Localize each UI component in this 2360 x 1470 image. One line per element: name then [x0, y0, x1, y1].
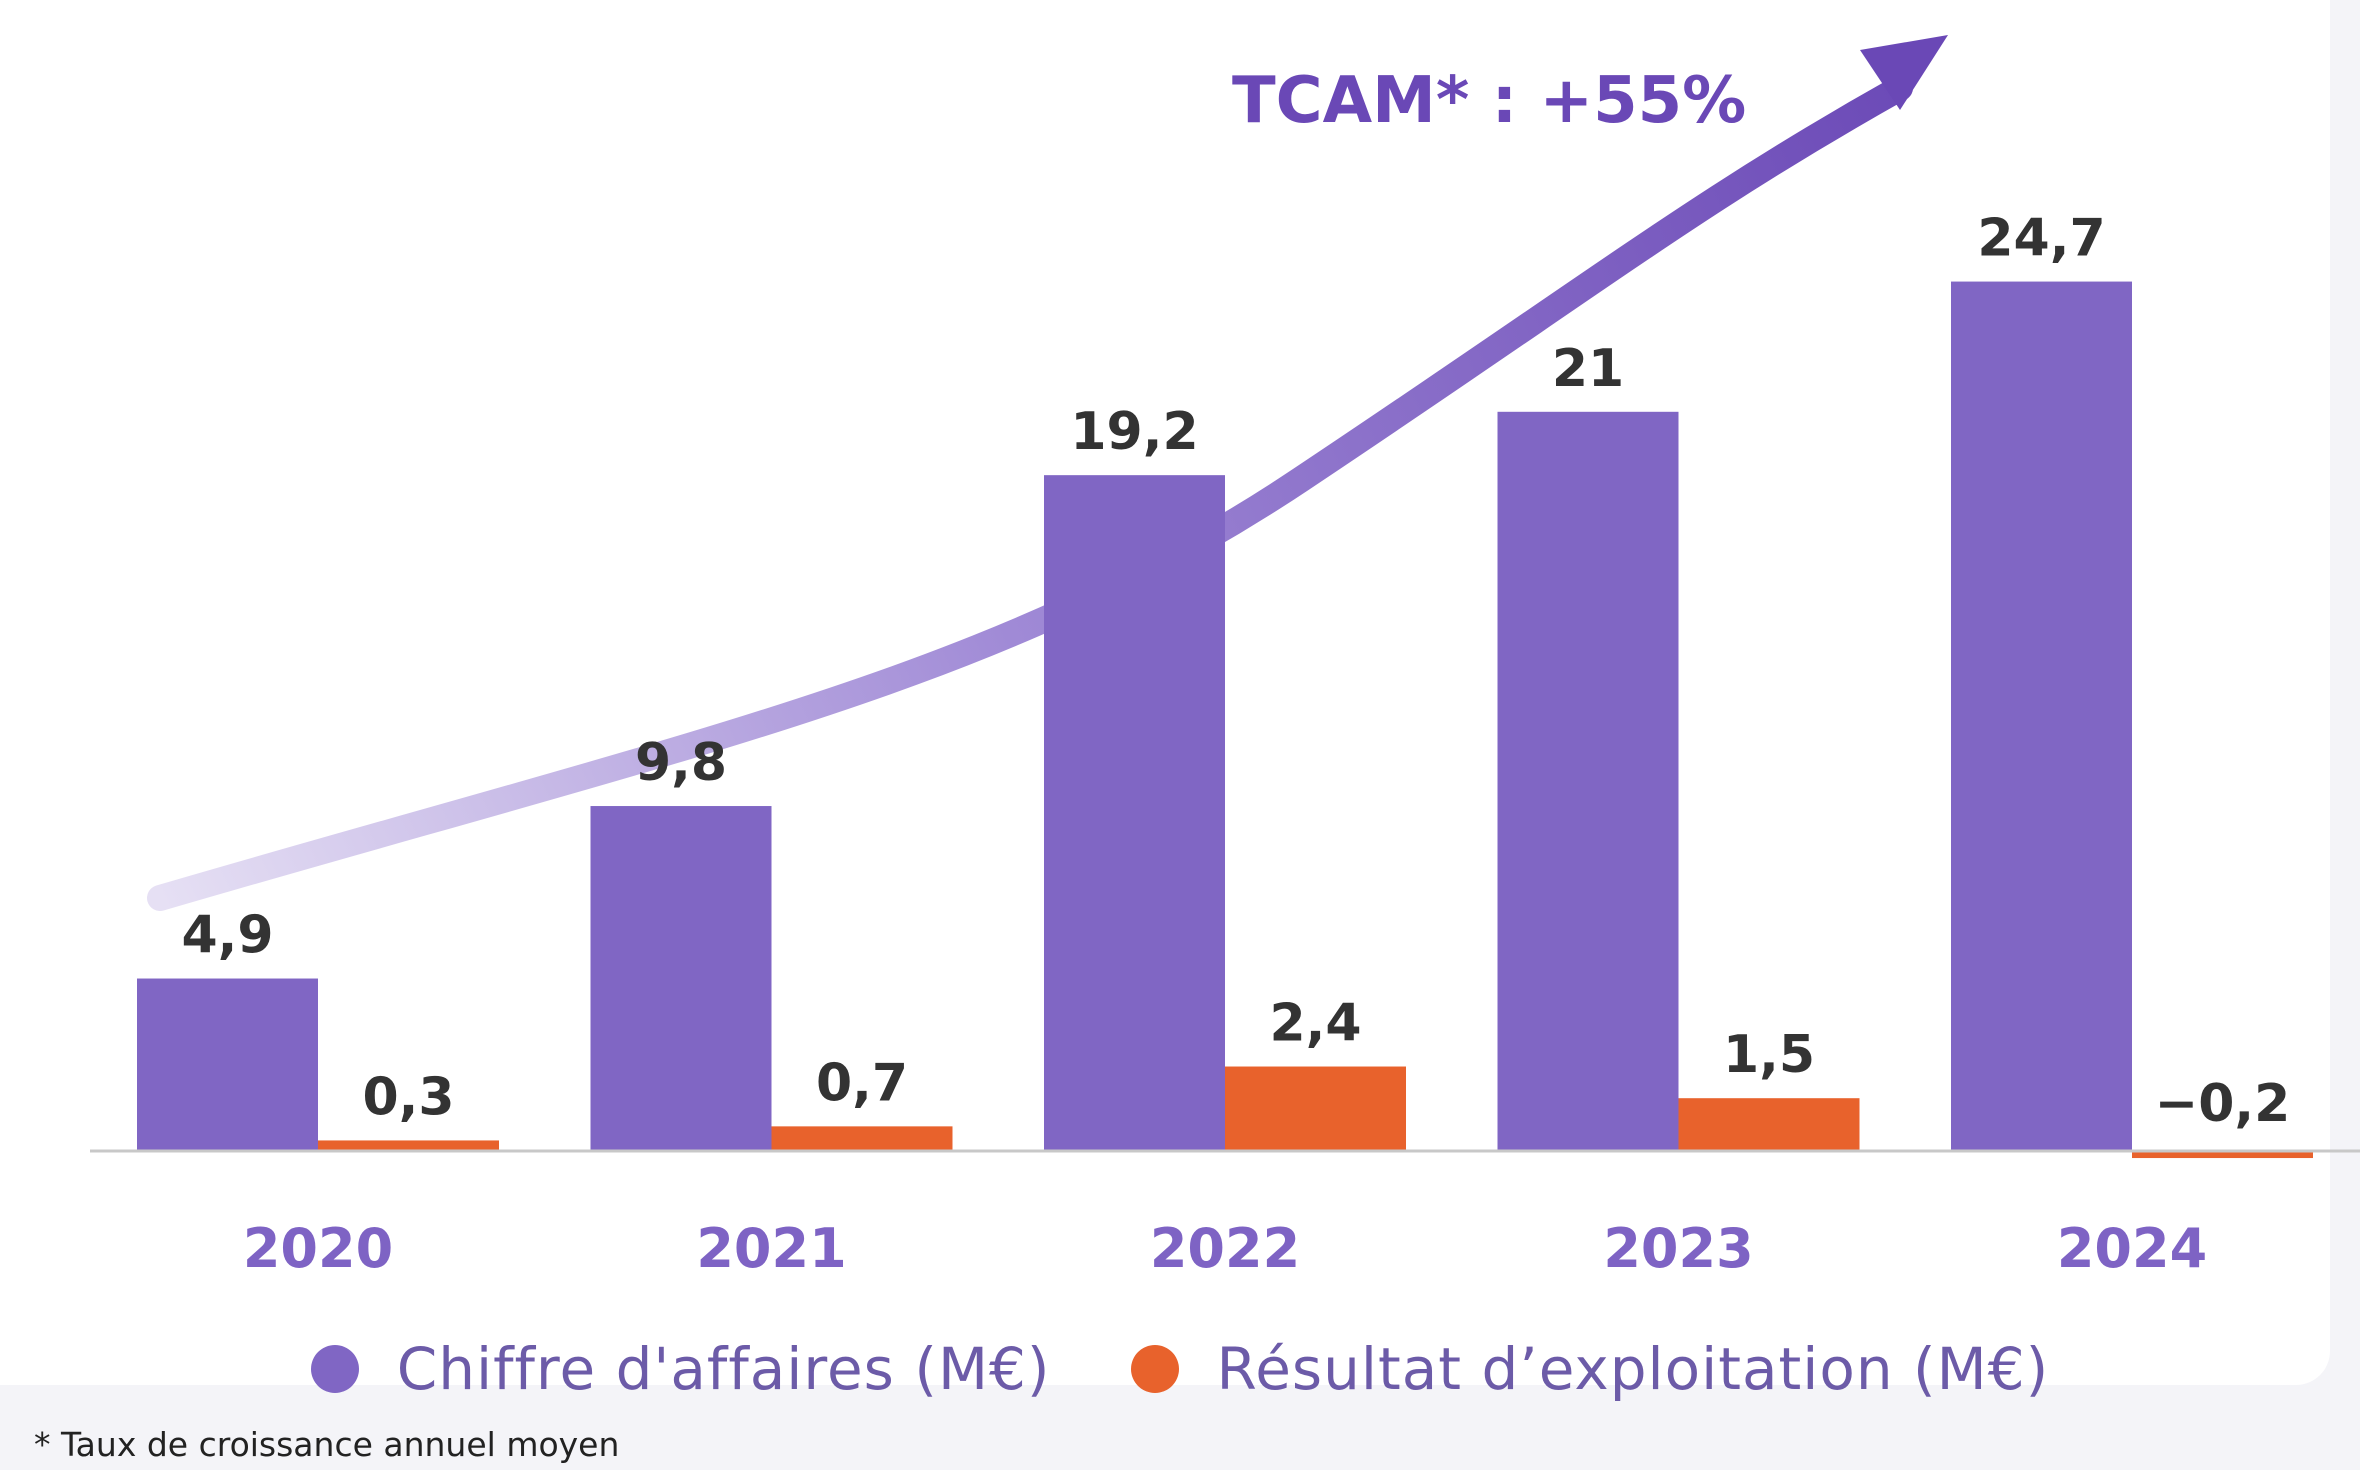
bar-revenue-2022	[1044, 475, 1225, 1151]
value-label-operating-result-2024: −0,2	[2155, 1074, 2291, 1134]
legend-label-operating-result: Résultat d’exploitation (M€)	[1216, 1335, 2050, 1403]
value-label-operating-result-2020: 0,3	[362, 1067, 454, 1127]
bar-operating-result-2024	[2132, 1151, 2313, 1159]
bar-revenue-2024	[1951, 281, 2132, 1151]
bar-operating-result-2021	[771, 1126, 953, 1151]
value-label-revenue-2023: 21	[1552, 339, 1624, 399]
value-label-revenue-2024: 24,7	[1977, 209, 2105, 269]
bar-operating-result-2022	[1225, 1066, 1406, 1151]
footnote: * Taux de croissance annuel moyen	[34, 1425, 620, 1464]
legend-item-revenue: Chiffre d'affaires (M€)	[310, 1335, 1051, 1403]
bar-revenue-2023	[1497, 411, 1679, 1151]
cagr-annotation: TCAM* : +55%	[1232, 64, 1746, 138]
bar-revenue-2021	[590, 806, 772, 1151]
bar-operating-result-2023	[1678, 1098, 1860, 1151]
value-label-operating-result-2022: 2,4	[1269, 994, 1361, 1054]
x-tick-label-2020: 2020	[243, 1217, 393, 1280]
legend-label-revenue: Chiffre d'affaires (M€)	[396, 1335, 1051, 1403]
x-tick-label-2022: 2022	[1150, 1217, 1300, 1280]
legend-swatch-operating-result	[1130, 1345, 1179, 1393]
value-label-operating-result-2023: 1,5	[1723, 1025, 1815, 1085]
x-tick-label-2021: 2021	[696, 1217, 846, 1280]
bar-revenue-2020	[137, 978, 318, 1151]
legend-item-operating-result: Résultat d’exploitation (M€)	[1130, 1335, 2050, 1403]
bar-operating-result-2020	[318, 1140, 499, 1151]
legend-swatch-revenue	[310, 1345, 359, 1393]
x-tick-label-2024: 2024	[2057, 1217, 2207, 1280]
legend: Chiffre d'affaires (M€) Résultat d’explo…	[0, 1335, 2360, 1403]
x-tick-label-2023: 2023	[1603, 1217, 1753, 1280]
value-label-revenue-2020: 4,9	[181, 906, 273, 966]
value-label-operating-result-2021: 0,7	[816, 1053, 908, 1113]
value-label-revenue-2022: 19,2	[1070, 402, 1198, 462]
value-label-revenue-2021: 9,8	[635, 733, 727, 793]
